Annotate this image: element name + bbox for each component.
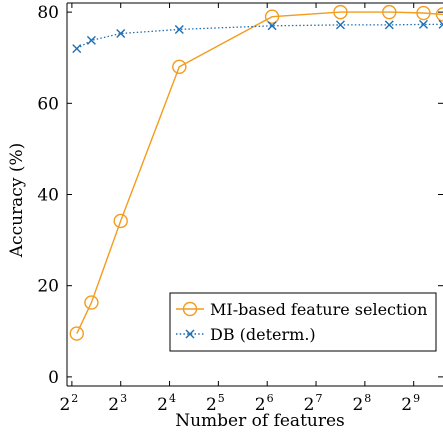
legend-label: MI-based feature selection [210, 300, 427, 319]
data-point [418, 19, 428, 29]
x-axis-label: Number of features [175, 411, 345, 431]
series-1 [69, 4, 443, 341]
data-point [86, 35, 96, 45]
y-tick-label: 20 [37, 277, 59, 297]
series-line [76, 11, 443, 334]
data-point [438, 19, 443, 29]
legend-entry-1: MI-based feature selection [176, 300, 427, 319]
data-point [182, 301, 198, 317]
x-tick-label: 28 [352, 392, 371, 415]
data-point [335, 20, 345, 30]
y-tick-label: 60 [37, 94, 59, 114]
x-tick-label: 27 [304, 392, 323, 415]
x-tick-label: 25 [206, 392, 225, 415]
legend-box [169, 292, 437, 352]
data-point [264, 9, 280, 24]
data-point [69, 326, 84, 341]
legend-label: DB (determ.) [210, 325, 316, 344]
data-point [384, 20, 394, 30]
data-point [172, 59, 187, 75]
y-tick-label: 80 [37, 3, 59, 23]
data-point [116, 29, 126, 39]
data-point [333, 4, 348, 20]
data-point [416, 5, 431, 21]
data-point [185, 329, 195, 339]
data-point [72, 44, 82, 54]
axes: 0 20 40 60 80 22 23 24 25 26 27 28 29 [37, 2, 443, 415]
x-tick-label: 24 [157, 392, 176, 415]
data-point [382, 4, 397, 20]
y-tick-label: 0 [48, 368, 59, 388]
x-tick-label: 23 [108, 392, 127, 415]
data-point [84, 295, 99, 310]
x-tick-label: 29 [401, 392, 420, 415]
legend-entry-2: DB (determ.) [176, 325, 316, 344]
series-2 [72, 19, 443, 54]
y-axis-label: Accuracy (%) [7, 143, 27, 258]
series-line [76, 23, 443, 50]
data-point [435, 7, 443, 22]
x-tick-label: 22 [59, 392, 78, 415]
y-tick-label: 40 [37, 186, 59, 206]
series-layer [69, 4, 443, 341]
data-point [267, 21, 277, 31]
legend: MI-based feature selection DB (determ.) [169, 292, 437, 352]
data-point [174, 24, 184, 34]
x-tick-label: 26 [255, 392, 274, 415]
data-point [113, 213, 128, 229]
